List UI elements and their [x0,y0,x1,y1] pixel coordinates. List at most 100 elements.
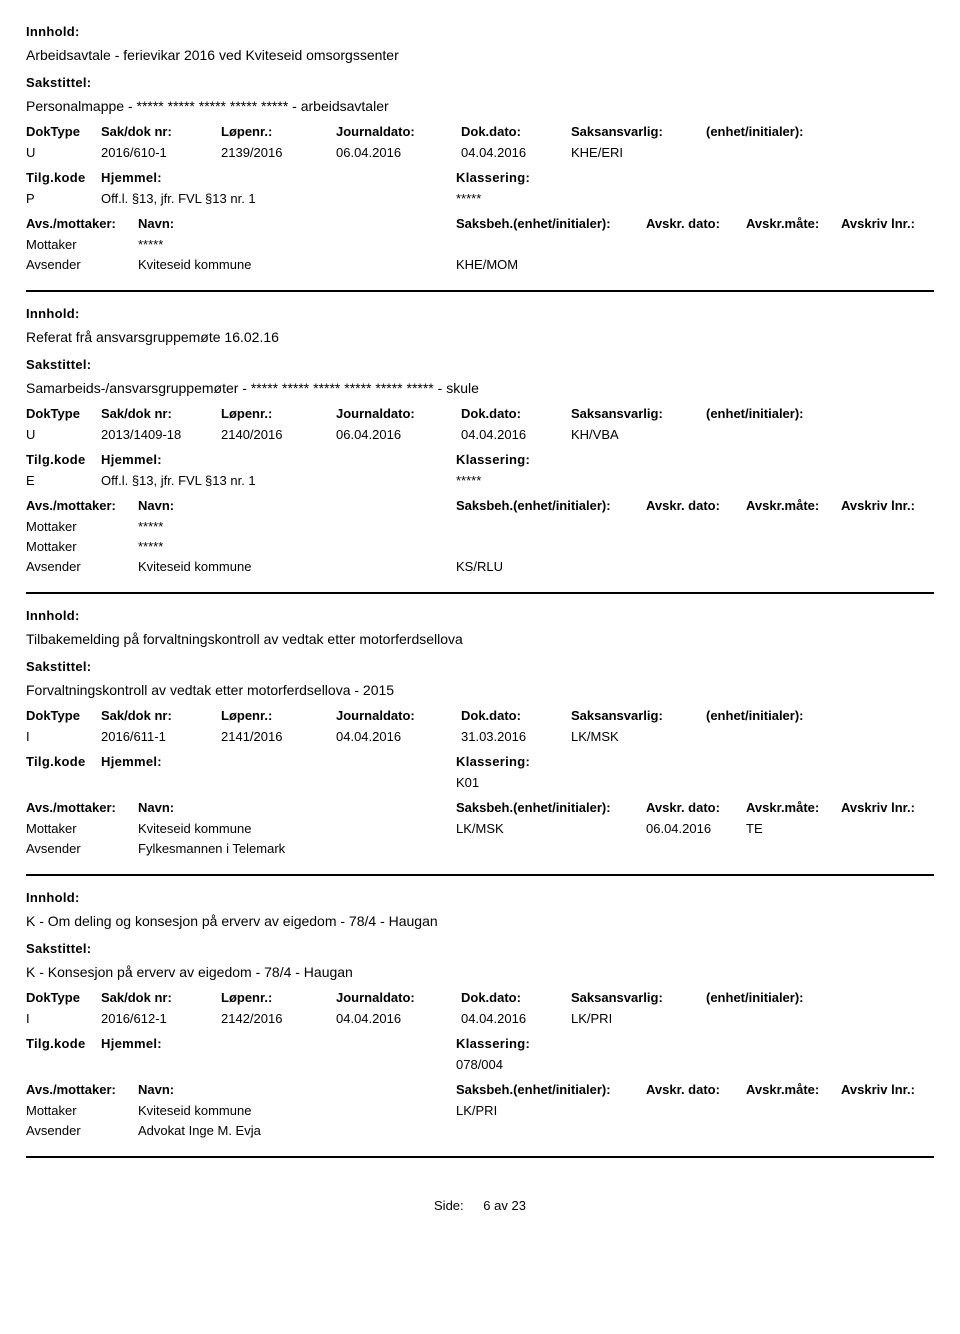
hdr-dokdato: Dok.dato: [461,708,571,723]
sakstittel-text: Personalmappe - ***** ***** ***** ***** … [26,98,934,114]
innhold-text: Arbeidsavtale - ferievikar 2016 ved Kvit… [26,47,934,63]
val-sakdok: 2016/612-1 [101,1011,221,1026]
party-name: Kviteseid kommune [138,257,456,272]
val-enhet [706,145,934,160]
val-klassering: ***** [456,191,934,206]
party-role: Mottaker [26,1103,138,1118]
hdr-avsmottaker: Avs./mottaker: [26,216,138,231]
innhold-text: Referat frå ansvarsgruppemøte 16.02.16 [26,329,934,345]
val-hjemmel [101,1057,456,1072]
party-lnr [841,539,934,554]
sakstittel-text: K - Konsesjon på erverv av eigedom - 78/… [26,964,934,980]
party-beh [456,841,646,856]
hdr-lopenr: Løpenr.: [221,124,336,139]
party-row: Avsender Fylkesmannen i Telemark [26,841,934,856]
innhold-text: K - Om deling og konsesjon på erverv av … [26,913,934,929]
meta-value-row: U 2016/610-1 2139/2016 06.04.2016 04.04.… [26,145,934,160]
val-sakdok: 2016/610-1 [101,145,221,160]
hdr-navn: Navn: [138,216,456,231]
hdr-hjemmel: Hjemmel: [101,452,456,467]
val-lopenr: 2142/2016 [221,1011,336,1026]
party-lnr [841,1123,934,1138]
hdr-klassering: Klassering: [456,170,934,185]
val-dokdato: 04.04.2016 [461,145,571,160]
meta-value-row: I 2016/612-1 2142/2016 04.04.2016 04.04.… [26,1011,934,1026]
val-tilgkode: P [26,191,101,206]
hdr-avskrmate: Avskr.måte: [746,1082,841,1097]
hdr-avskrdato: Avskr. dato: [646,1082,746,1097]
party-role: Mottaker [26,237,138,252]
val-dokdato: 04.04.2016 [461,427,571,442]
party-mate [746,257,841,272]
party-dato [646,1103,746,1118]
hdr-avskrivlnr: Avskriv lnr.: [841,800,934,815]
party-name: ***** [138,519,456,534]
footer-side-label: Side: [434,1198,464,1213]
party-dato [646,519,746,534]
hjemmel-header-row: Tilg.kode Hjemmel: Klassering: [26,754,934,769]
val-hjemmel [101,775,456,790]
party-beh [456,539,646,554]
party-row: Avsender Kviteseid kommune KS/RLU [26,559,934,574]
hdr-dokdato: Dok.dato: [461,124,571,139]
hdr-klassering: Klassering: [456,1036,934,1051]
val-sakdok: 2013/1409-18 [101,427,221,442]
val-saksansvarlig: KHE/ERI [571,145,706,160]
hdr-klassering: Klassering: [456,452,934,467]
footer-page: 6 [483,1198,490,1213]
journal-record: Innhold: Arbeidsavtale - ferievikar 2016… [26,24,934,272]
party-mate [746,519,841,534]
hdr-saksbeh: Saksbeh.(enhet/initialer): [456,216,646,231]
party-lnr [841,1103,934,1118]
hjemmel-value-row: 078/004 [26,1057,934,1072]
journal-record: Innhold: Referat frå ansvarsgruppemøte 1… [26,306,934,574]
party-lnr [841,519,934,534]
label-innhold: Innhold: [26,24,80,39]
party-name: ***** [138,539,456,554]
val-hjemmel: Off.l. §13, jfr. FVL §13 nr. 1 [101,191,456,206]
hdr-doktype: DokType [26,406,101,421]
hdr-journaldato: Journaldato: [336,990,461,1005]
record-divider [26,874,934,876]
party-mate [746,841,841,856]
hdr-dokdato: Dok.dato: [461,990,571,1005]
val-journaldato: 06.04.2016 [336,145,461,160]
party-name: Kviteseid kommune [138,821,456,836]
party-name: Fylkesmannen i Telemark [138,841,456,856]
hdr-avskrmate: Avskr.måte: [746,216,841,231]
hdr-tilgkode: Tilg.kode [26,1036,101,1051]
hdr-avskrdato: Avskr. dato: [646,216,746,231]
party-beh [456,237,646,252]
hdr-sakdok: Sak/dok nr: [101,990,221,1005]
party-name: Kviteseid kommune [138,559,456,574]
hdr-hjemmel: Hjemmel: [101,1036,456,1051]
party-mate [746,539,841,554]
meta-header-row: DokType Sak/dok nr: Løpenr.: Journaldato… [26,124,934,139]
val-tilgkode [26,775,101,790]
hdr-journaldato: Journaldato: [336,708,461,723]
meta-header-row: DokType Sak/dok nr: Løpenr.: Journaldato… [26,990,934,1005]
party-role: Mottaker [26,539,138,554]
val-lopenr: 2141/2016 [221,729,336,744]
party-header-row: Avs./mottaker: Navn: Saksbeh.(enhet/init… [26,800,934,815]
hdr-lopenr: Løpenr.: [221,990,336,1005]
label-innhold: Innhold: [26,608,80,623]
val-enhet [706,729,934,744]
record-divider [26,1156,934,1158]
meta-value-row: U 2013/1409-18 2140/2016 06.04.2016 04.0… [26,427,934,442]
hdr-avsmottaker: Avs./mottaker: [26,498,138,513]
val-klassering: ***** [456,473,934,488]
party-name: Kviteseid kommune [138,1103,456,1118]
hdr-dokdato: Dok.dato: [461,406,571,421]
hdr-enhet: (enhet/initialer): [706,406,934,421]
val-enhet [706,427,934,442]
val-doktype: U [26,427,101,442]
hjemmel-header-row: Tilg.kode Hjemmel: Klassering: [26,452,934,467]
val-klassering: K01 [456,775,934,790]
party-role: Mottaker [26,519,138,534]
meta-value-row: I 2016/611-1 2141/2016 04.04.2016 31.03.… [26,729,934,744]
hdr-sakdok: Sak/dok nr: [101,124,221,139]
hdr-avskrivlnr: Avskriv lnr.: [841,498,934,513]
party-beh: LK/MSK [456,821,646,836]
hdr-saksbeh: Saksbeh.(enhet/initialer): [456,800,646,815]
